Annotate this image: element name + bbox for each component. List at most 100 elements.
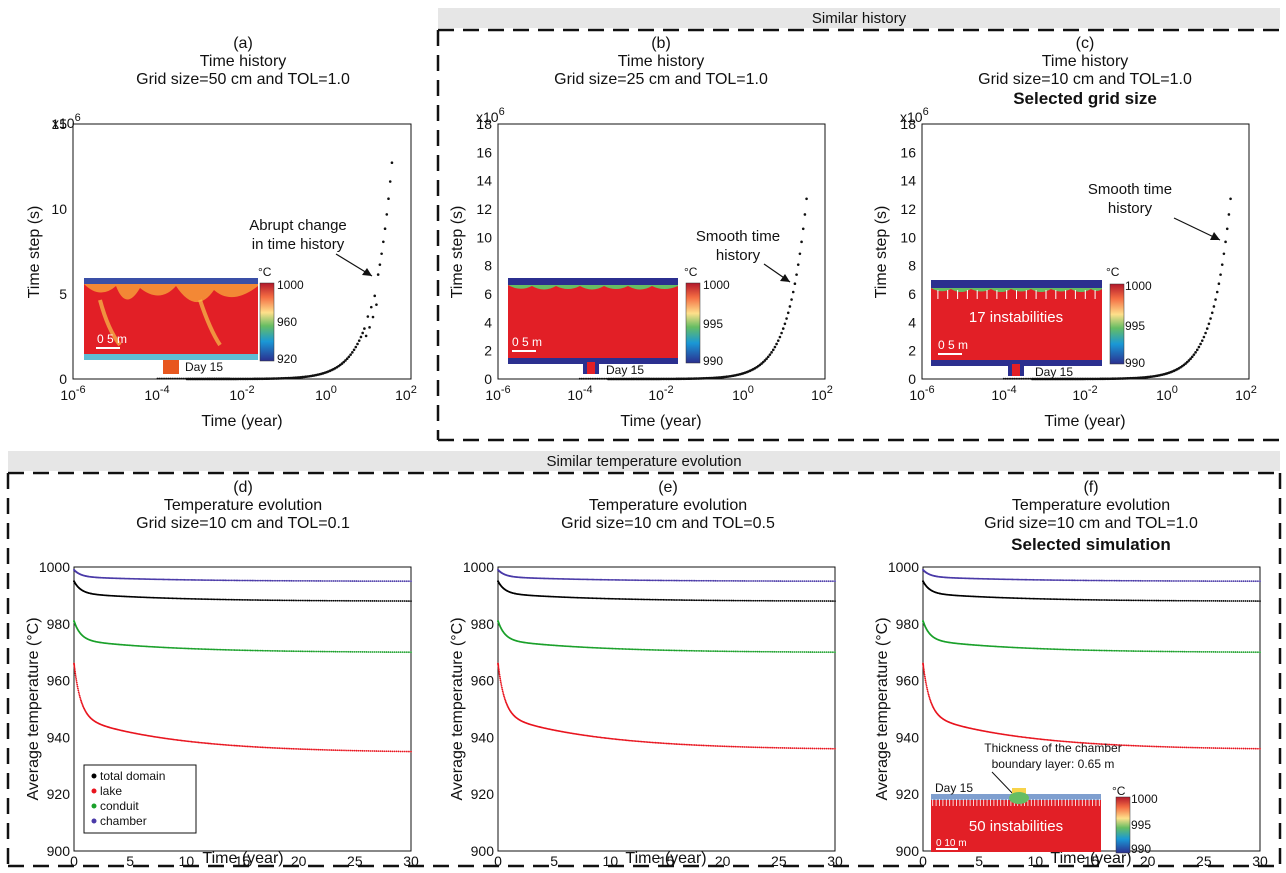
series-point-lake	[1095, 742, 1098, 745]
series-point-chamber	[1179, 580, 1182, 582]
series-point-total-domain	[739, 599, 742, 602]
panel-a-ytick: 10	[51, 201, 67, 217]
series-point-chamber	[1120, 579, 1123, 582]
series-point-total-domain	[1059, 598, 1062, 601]
panel-e-label: (e)	[658, 479, 678, 496]
series-point-chamber	[258, 579, 260, 582]
series-point-lake	[342, 749, 344, 752]
series-point-lake	[1139, 745, 1142, 747]
series-point-lake	[760, 746, 763, 749]
series-point-chamber	[1250, 580, 1253, 583]
series-point-conduit	[389, 651, 392, 653]
series-point-chamber	[712, 579, 715, 582]
series-point-total-domain	[1070, 598, 1073, 601]
series-point-total-domain	[1055, 598, 1058, 601]
series-point-total-domain	[389, 600, 392, 602]
series-point-total-domain	[218, 598, 221, 601]
series-point-conduit	[1155, 650, 1158, 653]
series-point-chamber	[1087, 579, 1090, 582]
series-point-conduit	[163, 646, 166, 649]
series-point-lake	[685, 743, 688, 746]
series-point-total-domain	[813, 600, 816, 602]
series-point-total-domain	[1038, 597, 1040, 600]
series-point-lake	[1236, 747, 1239, 750]
series-point-conduit	[408, 651, 410, 654]
panel-f-colorbar	[1115, 796, 1131, 854]
series-point-total-domain	[174, 597, 176, 600]
series-point-lake	[793, 747, 796, 750]
series-point-chamber	[697, 579, 700, 582]
series-point-lake	[1187, 746, 1190, 749]
series-point-conduit	[633, 648, 636, 651]
data-point	[585, 377, 588, 380]
series-point-lake	[747, 746, 750, 748]
series-point-lake	[219, 743, 222, 746]
series-point-chamber	[403, 580, 406, 583]
series-point-total-domain	[653, 598, 655, 601]
series-point-chamber	[304, 579, 307, 582]
series-point-lake	[79, 698, 82, 700]
data-point	[610, 377, 613, 380]
series-point-total-domain	[159, 597, 162, 599]
series-point-lake	[1112, 743, 1114, 746]
series-point-conduit	[1181, 650, 1184, 653]
series-point-total-domain	[1042, 598, 1045, 600]
series-point-lake	[633, 740, 636, 742]
series-point-chamber	[1257, 580, 1259, 583]
series-point-total-domain	[1244, 600, 1247, 602]
series-point-total-domain	[745, 599, 748, 602]
series-point-conduit	[321, 650, 324, 653]
series-point-lake	[795, 747, 798, 750]
series-point-conduit	[1146, 650, 1149, 653]
series-point-total-domain	[687, 599, 689, 602]
series-point-chamber	[288, 579, 291, 582]
data-point	[1052, 377, 1055, 380]
series-point-conduit	[1254, 651, 1257, 654]
series-point-lake	[399, 750, 402, 753]
series-point-lake	[728, 745, 731, 748]
series-point-total-domain	[598, 597, 600, 600]
series-point-lake	[1100, 743, 1103, 745]
series-point-total-domain	[219, 598, 222, 601]
series-point-lake	[693, 744, 696, 746]
series-point-conduit	[739, 650, 742, 653]
series-point-lake	[244, 745, 247, 748]
series-point-lake	[253, 745, 255, 748]
series-point-lake	[377, 750, 380, 753]
series-point-conduit	[651, 648, 654, 651]
series-point-chamber	[1012, 578, 1015, 581]
series-point-chamber	[1230, 580, 1233, 583]
series-point-lake	[336, 749, 339, 752]
series-point-lake	[1107, 743, 1109, 746]
series-point-chamber	[253, 579, 255, 582]
series-point-chamber	[303, 579, 305, 582]
series-point-conduit	[1164, 650, 1167, 653]
data-point	[1200, 339, 1204, 342]
series-point-chamber	[727, 579, 729, 582]
data-point	[1215, 290, 1219, 294]
series-point-total-domain	[734, 599, 737, 602]
series-point-total-domain	[787, 600, 790, 602]
series-point-conduit	[625, 648, 628, 651]
series-point-lake	[230, 744, 233, 747]
series-point-lake	[75, 679, 78, 682]
series-point-chamber	[317, 580, 320, 582]
series-point-conduit	[1095, 649, 1098, 652]
series-point-conduit	[608, 647, 611, 650]
data-point	[635, 377, 638, 380]
series-point-total-domain	[642, 598, 645, 601]
series-point-chamber	[1008, 578, 1011, 581]
data-point	[1185, 360, 1189, 364]
series-point-lake	[1240, 747, 1243, 750]
series-point-conduit	[777, 650, 780, 653]
series-point-chamber	[1170, 580, 1173, 582]
series-point-total-domain	[631, 598, 634, 601]
series-point-chamber	[199, 579, 201, 581]
series-point-conduit	[1187, 650, 1190, 653]
series-point-total-domain	[771, 599, 774, 602]
series-point-chamber	[586, 578, 589, 581]
series-point-conduit	[721, 650, 724, 653]
series-point-lake	[648, 741, 651, 744]
series-point-conduit	[232, 649, 234, 651]
series-point-chamber	[1137, 579, 1140, 582]
